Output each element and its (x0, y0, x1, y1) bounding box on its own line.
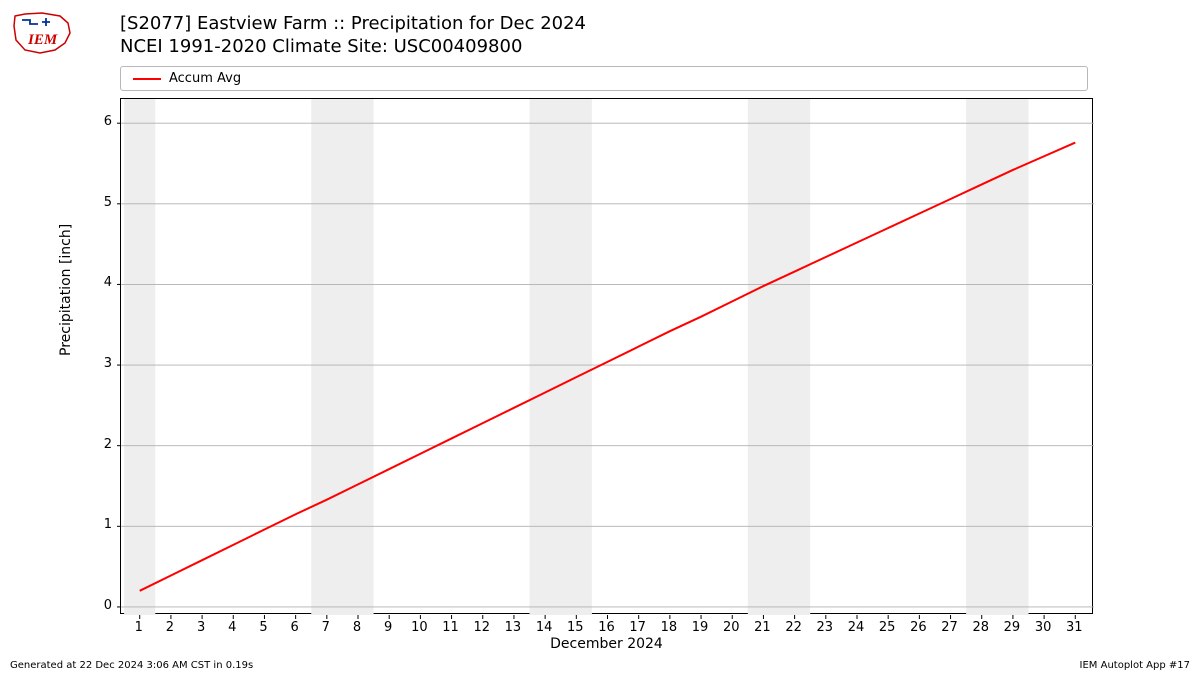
x-tick-label: 2 (166, 620, 174, 635)
x-tick-label: 19 (692, 620, 709, 635)
x-tick-label: 29 (1004, 620, 1021, 635)
x-tick-label: 8 (353, 620, 361, 635)
x-tick-label: 13 (505, 620, 522, 635)
x-tick-label: 27 (941, 620, 958, 635)
x-tick-label: 31 (1066, 620, 1083, 635)
svg-text:IEM: IEM (27, 32, 58, 48)
legend: Accum Avg (120, 66, 1088, 91)
x-tick-label: 10 (411, 620, 428, 635)
x-tick-label: 1 (135, 620, 143, 635)
plot-area (120, 98, 1093, 614)
x-tick-label: 17 (629, 620, 646, 635)
x-tick-label: 26 (910, 620, 927, 635)
y-tick-label: 5 (104, 195, 112, 210)
x-tick-label: 24 (848, 620, 865, 635)
x-tick-label: 7 (322, 620, 330, 635)
x-tick-label: 22 (785, 620, 802, 635)
x-tick-label: 11 (442, 620, 459, 635)
x-tick-label: 30 (1035, 620, 1052, 635)
legend-swatch (133, 78, 161, 80)
iem-logo-icon: IEM (10, 8, 74, 58)
x-tick-label: 16 (598, 620, 615, 635)
footer-right: IEM Autoplot App #17 (1080, 660, 1190, 671)
x-tick-label: 9 (384, 620, 392, 635)
y-tick-label: 6 (104, 114, 112, 129)
y-tick-label: 3 (104, 356, 112, 371)
x-tick-label: 3 (197, 620, 205, 635)
plot-svg (121, 99, 1094, 615)
x-tick-label: 5 (259, 620, 267, 635)
y-tick-label: 0 (104, 598, 112, 613)
x-tick-label: 15 (567, 620, 584, 635)
x-tick-label: 6 (291, 620, 299, 635)
x-tick-label: 12 (473, 620, 490, 635)
x-tick-label: 4 (228, 620, 236, 635)
title-line-1: [S2077] Eastview Farm :: Precipitation f… (120, 12, 586, 35)
y-tick-label: 1 (104, 517, 112, 532)
x-tick-label: 18 (661, 620, 678, 635)
x-tick-label: 25 (879, 620, 896, 635)
x-tick-label: 23 (817, 620, 834, 635)
x-tick-label: 21 (754, 620, 771, 635)
x-tick-label: 14 (536, 620, 553, 635)
y-axis-label: Precipitation [inch] (58, 224, 74, 356)
legend-label: Accum Avg (169, 71, 241, 86)
y-tick-label: 4 (104, 275, 112, 290)
x-tick-label: 28 (972, 620, 989, 635)
footer-left: Generated at 22 Dec 2024 3:06 AM CST in … (10, 660, 253, 671)
y-tick-label: 2 (104, 437, 112, 452)
x-axis-label: December 2024 (120, 636, 1093, 652)
title-line-2: NCEI 1991-2020 Climate Site: USC00409800 (120, 35, 586, 58)
chart-title-block: [S2077] Eastview Farm :: Precipitation f… (120, 12, 586, 59)
x-tick-label: 20 (723, 620, 740, 635)
